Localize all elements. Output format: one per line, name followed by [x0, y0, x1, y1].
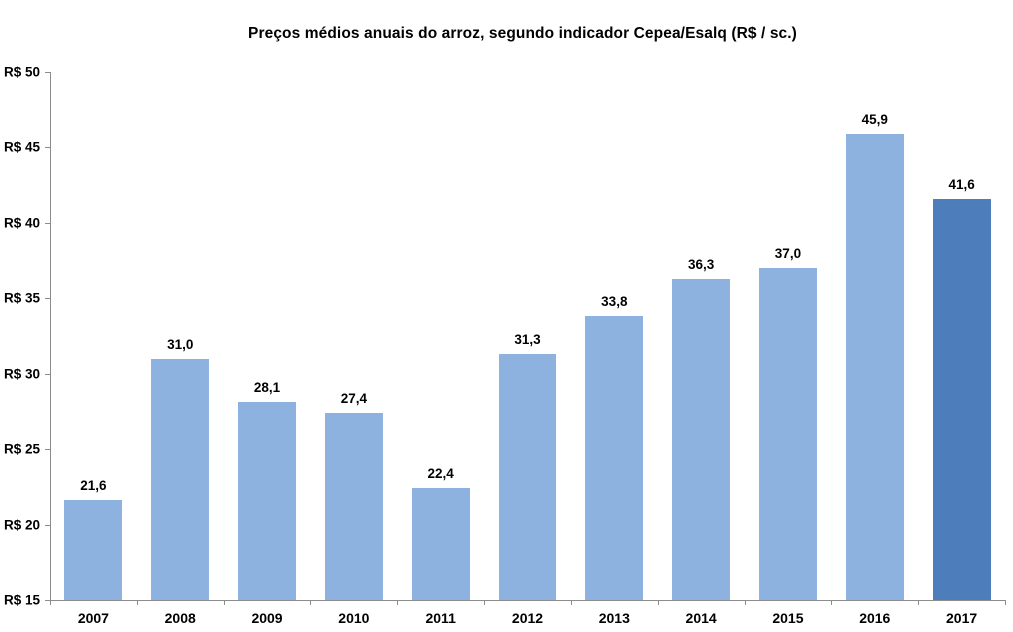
bar-2013 — [585, 316, 644, 600]
y-axis-line — [50, 72, 51, 605]
bar-2017 — [932, 198, 991, 600]
x-axis-label: 2013 — [598, 610, 630, 626]
bar-2011 — [411, 488, 470, 600]
y-axis-tick — [45, 600, 50, 601]
y-axis-tick — [45, 449, 50, 451]
x-axis-label: 2012 — [511, 610, 544, 626]
x-axis-tick — [397, 600, 399, 605]
bar-2014 — [672, 278, 731, 600]
y-axis-tick — [45, 373, 50, 375]
bar-value-label: 45,9 — [861, 111, 888, 127]
x-axis-label: 2014 — [685, 610, 717, 626]
y-axis-label: R$ 40 — [3, 215, 40, 231]
x-axis-label: 2008 — [164, 610, 196, 626]
x-axis-tick — [136, 600, 138, 605]
bar-2012 — [498, 354, 557, 600]
bar-value-label: 37,0 — [774, 246, 802, 262]
y-axis-label: R$ 20 — [3, 517, 40, 533]
y-axis-tick — [45, 72, 50, 73]
bar-2008 — [151, 358, 210, 600]
x-axis-label: 2015 — [772, 610, 804, 626]
x-axis-label: 2009 — [251, 610, 283, 626]
x-axis-tick — [831, 600, 833, 605]
x-axis-line — [45, 600, 1005, 601]
x-axis-tick — [50, 600, 51, 605]
y-axis-label: R$ 35 — [3, 290, 40, 306]
x-axis-tick — [570, 600, 572, 605]
bar-value-label: 41,6 — [948, 176, 975, 192]
x-axis-tick — [1005, 600, 1006, 605]
x-axis-label: 2016 — [859, 610, 891, 626]
y-axis-label: R$ 50 — [3, 64, 40, 80]
y-axis-label: R$ 30 — [3, 366, 40, 382]
bar-2015 — [759, 268, 817, 600]
y-axis-label: R$ 25 — [3, 441, 40, 457]
y-axis-tick — [45, 147, 50, 149]
bar-value-label: 21,6 — [80, 478, 107, 494]
bar-value-label: 28,1 — [253, 380, 281, 396]
chart-title: Preços médios anuais do arroz, segundo i… — [248, 25, 797, 42]
bar-value-label: 33,8 — [601, 294, 628, 310]
y-axis-label: R$ 15 — [3, 592, 40, 608]
x-axis-label: 2011 — [425, 610, 456, 626]
x-axis-tick — [657, 600, 659, 605]
bar-value-label: 31,3 — [514, 332, 541, 348]
x-axis-tick — [310, 600, 312, 605]
y-axis-tick — [45, 222, 50, 224]
x-axis-tick — [484, 600, 486, 605]
bar-2010 — [324, 412, 383, 600]
x-axis-label: 2017 — [946, 610, 978, 626]
y-axis-tick — [45, 298, 50, 300]
x-axis-label: 2007 — [77, 610, 109, 626]
bar-value-label: 22,4 — [427, 466, 454, 482]
x-axis-label: 2010 — [338, 610, 370, 626]
bar-2009 — [238, 402, 296, 600]
bar-value-label: 36,3 — [687, 256, 715, 272]
bar-value-label: 31,0 — [167, 336, 194, 352]
bar-2007 — [64, 500, 123, 600]
x-axis-tick — [744, 600, 746, 605]
x-axis-tick — [918, 600, 920, 605]
bar-2016 — [845, 133, 904, 600]
y-axis-label: R$ 45 — [3, 139, 40, 155]
bar-value-label: 27,4 — [340, 390, 367, 406]
y-axis-tick — [45, 524, 50, 526]
x-axis-tick — [223, 600, 225, 605]
